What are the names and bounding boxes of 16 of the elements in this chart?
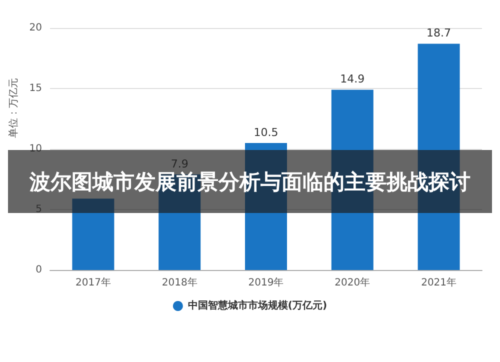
- x-tick-label: 2021年: [421, 276, 457, 288]
- data-label: 10.5: [254, 126, 278, 139]
- y-tick-label: 15: [29, 83, 42, 94]
- x-tick-label: 2018年: [162, 276, 198, 288]
- legend-label: 中国智慧城市市场规模(万亿元): [188, 300, 328, 312]
- bar: [72, 198, 114, 270]
- data-label: 14.9: [340, 72, 365, 86]
- y-tick-label: 0: [36, 264, 42, 276]
- data-label: 7.9: [170, 157, 188, 170]
- text: 波尔图城市发展前景分析与面临的主要挑战探讨: [30, 170, 470, 194]
- data-label: 18.7: [426, 26, 452, 40]
- x-tick-label: 2017年: [75, 276, 111, 288]
- y-tick-label: 20: [29, 22, 42, 34]
- x-tick-label: 2019年: [248, 276, 284, 288]
- x-tick-label: 2020年: [334, 276, 370, 288]
- y-axis-title: 单位：万亿元: [8, 78, 20, 138]
